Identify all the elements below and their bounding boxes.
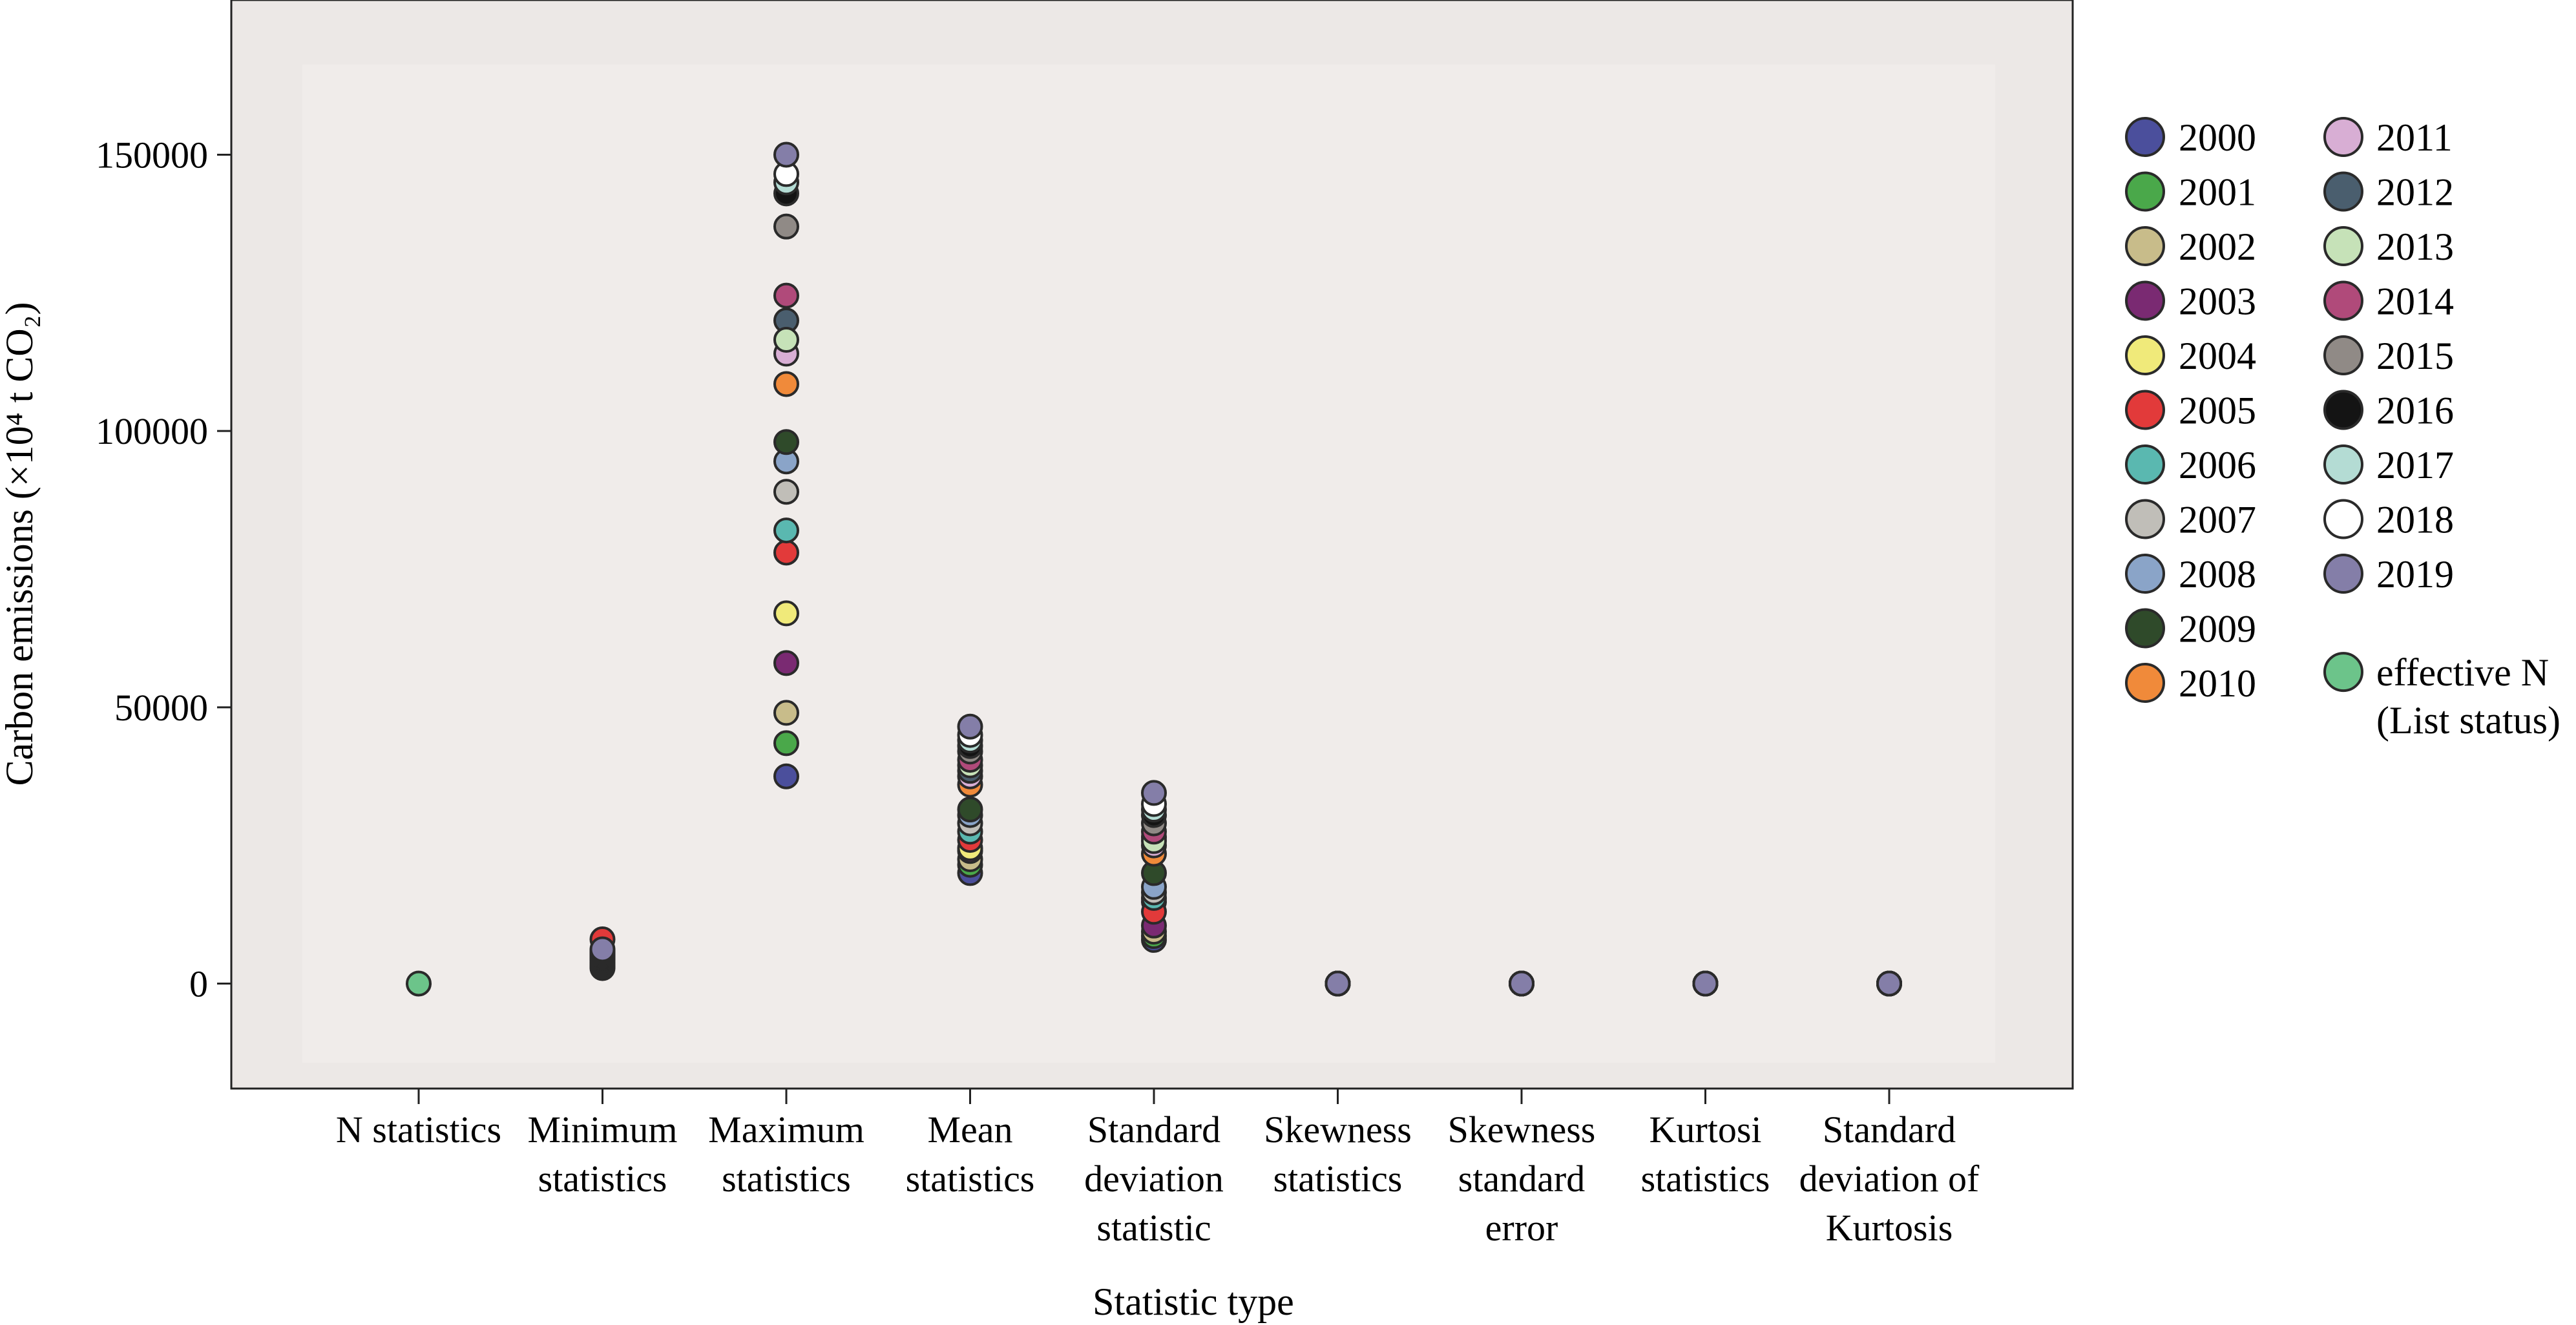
legend-label: 2013 — [2376, 225, 2454, 268]
x-category-label: Minimum statistics — [527, 1109, 677, 1200]
y-axis: 0 50000 100000 150000 — [96, 134, 231, 1005]
legend-label: 2015 — [2376, 335, 2454, 377]
data-points — [406, 141, 1902, 997]
data-point — [1509, 970, 1534, 997]
legend-marker — [2125, 608, 2165, 649]
legend-marker — [2323, 280, 2363, 321]
legend-label: 2018 — [2376, 499, 2454, 541]
x-category-label: Skewness standard error — [1448, 1109, 1596, 1249]
legend-marker — [2125, 499, 2165, 539]
data-point — [1141, 780, 1167, 806]
legend-label: 2002 — [2179, 225, 2256, 268]
legend-marker — [2125, 390, 2165, 430]
legend-marker — [2323, 171, 2363, 212]
data-point — [1325, 970, 1351, 997]
legend-label: 2011 — [2376, 116, 2453, 159]
y-axis-title: Carbon emissions (×10⁴ t CO₂) — [0, 302, 41, 786]
data-point — [406, 970, 432, 997]
legend-label: effective N (List status) — [2376, 651, 2560, 742]
data-point — [773, 327, 799, 353]
data-point — [773, 700, 799, 726]
x-category-label: Kurtosi statistics — [1641, 1109, 1770, 1200]
x-category-label: N statistics — [336, 1109, 501, 1151]
data-point — [773, 763, 799, 789]
legend-label: 2019 — [2376, 553, 2454, 596]
x-category-label: Mean statistics — [906, 1109, 1035, 1200]
legend-label: 2001 — [2179, 171, 2256, 214]
data-point — [1876, 970, 1902, 997]
y-tick-label: 150000 — [96, 134, 208, 176]
legend-marker — [2323, 117, 2363, 157]
y-tick-label: 0 — [189, 963, 208, 1005]
legend-marker — [2323, 335, 2363, 375]
legend-label: 2003 — [2179, 280, 2256, 323]
legend-marker — [2125, 663, 2165, 703]
legend-label: 2000 — [2179, 116, 2256, 159]
y-tick-label: 100000 — [96, 410, 208, 452]
data-point — [957, 713, 983, 740]
legend-label: 2010 — [2179, 662, 2256, 705]
legend-marker — [2125, 554, 2165, 594]
x-axis: N statistics Minimum statistics Maximum stat… — [336, 1089, 1980, 1249]
data-point — [773, 517, 799, 544]
legend: 2000 2001 2002 2003 2004 2005 2006 2007 2008 2009… — [2125, 116, 2560, 742]
data-point — [773, 213, 799, 240]
legend-marker — [2323, 226, 2363, 266]
legend-marker — [2125, 444, 2165, 485]
legend-marker — [2323, 444, 2363, 485]
legend-marker — [2125, 335, 2165, 375]
legend-label: 2007 — [2179, 499, 2256, 541]
x-axis-title: Statistic type — [1093, 1280, 1294, 1323]
legend-label: 2005 — [2179, 390, 2256, 432]
data-point — [773, 429, 799, 455]
data-point — [773, 650, 799, 676]
legend-label: 2008 — [2179, 553, 2256, 596]
y-tick-label: 50000 — [114, 687, 208, 729]
x-category-label: Skewness statistics — [1264, 1109, 1412, 1200]
legend-marker — [2125, 171, 2165, 212]
legend-label: 2017 — [2376, 444, 2454, 486]
legend-marker — [2125, 280, 2165, 321]
data-point — [773, 282, 799, 309]
legend-label: 2006 — [2179, 444, 2256, 486]
data-point — [773, 730, 799, 756]
data-point — [773, 141, 799, 168]
data-point — [957, 797, 983, 823]
legend-marker — [2125, 226, 2165, 266]
legend-label: 2016 — [2376, 390, 2454, 432]
x-category-label: Standard deviation statistic — [1084, 1109, 1224, 1249]
legend-label: 2012 — [2376, 171, 2454, 214]
legend-marker — [2323, 652, 2363, 693]
x-category-label: Standard deviation of Kurtosis — [1799, 1109, 1980, 1249]
legend-label: 2014 — [2376, 280, 2454, 323]
legend-marker — [2323, 554, 2363, 594]
x-category-label: Maximum statistics — [708, 1109, 864, 1200]
data-point — [773, 479, 799, 505]
legend-label: 2004 — [2179, 335, 2256, 377]
data-point — [773, 600, 799, 627]
data-point — [773, 539, 799, 566]
data-point — [589, 936, 616, 963]
data-point — [773, 371, 799, 397]
legend-marker — [2323, 499, 2363, 539]
legend-label: 2009 — [2179, 608, 2256, 651]
legend-marker — [2125, 117, 2165, 157]
plot-area — [230, 0, 2074, 1090]
legend-marker — [2323, 390, 2363, 430]
data-point — [1692, 970, 1719, 997]
